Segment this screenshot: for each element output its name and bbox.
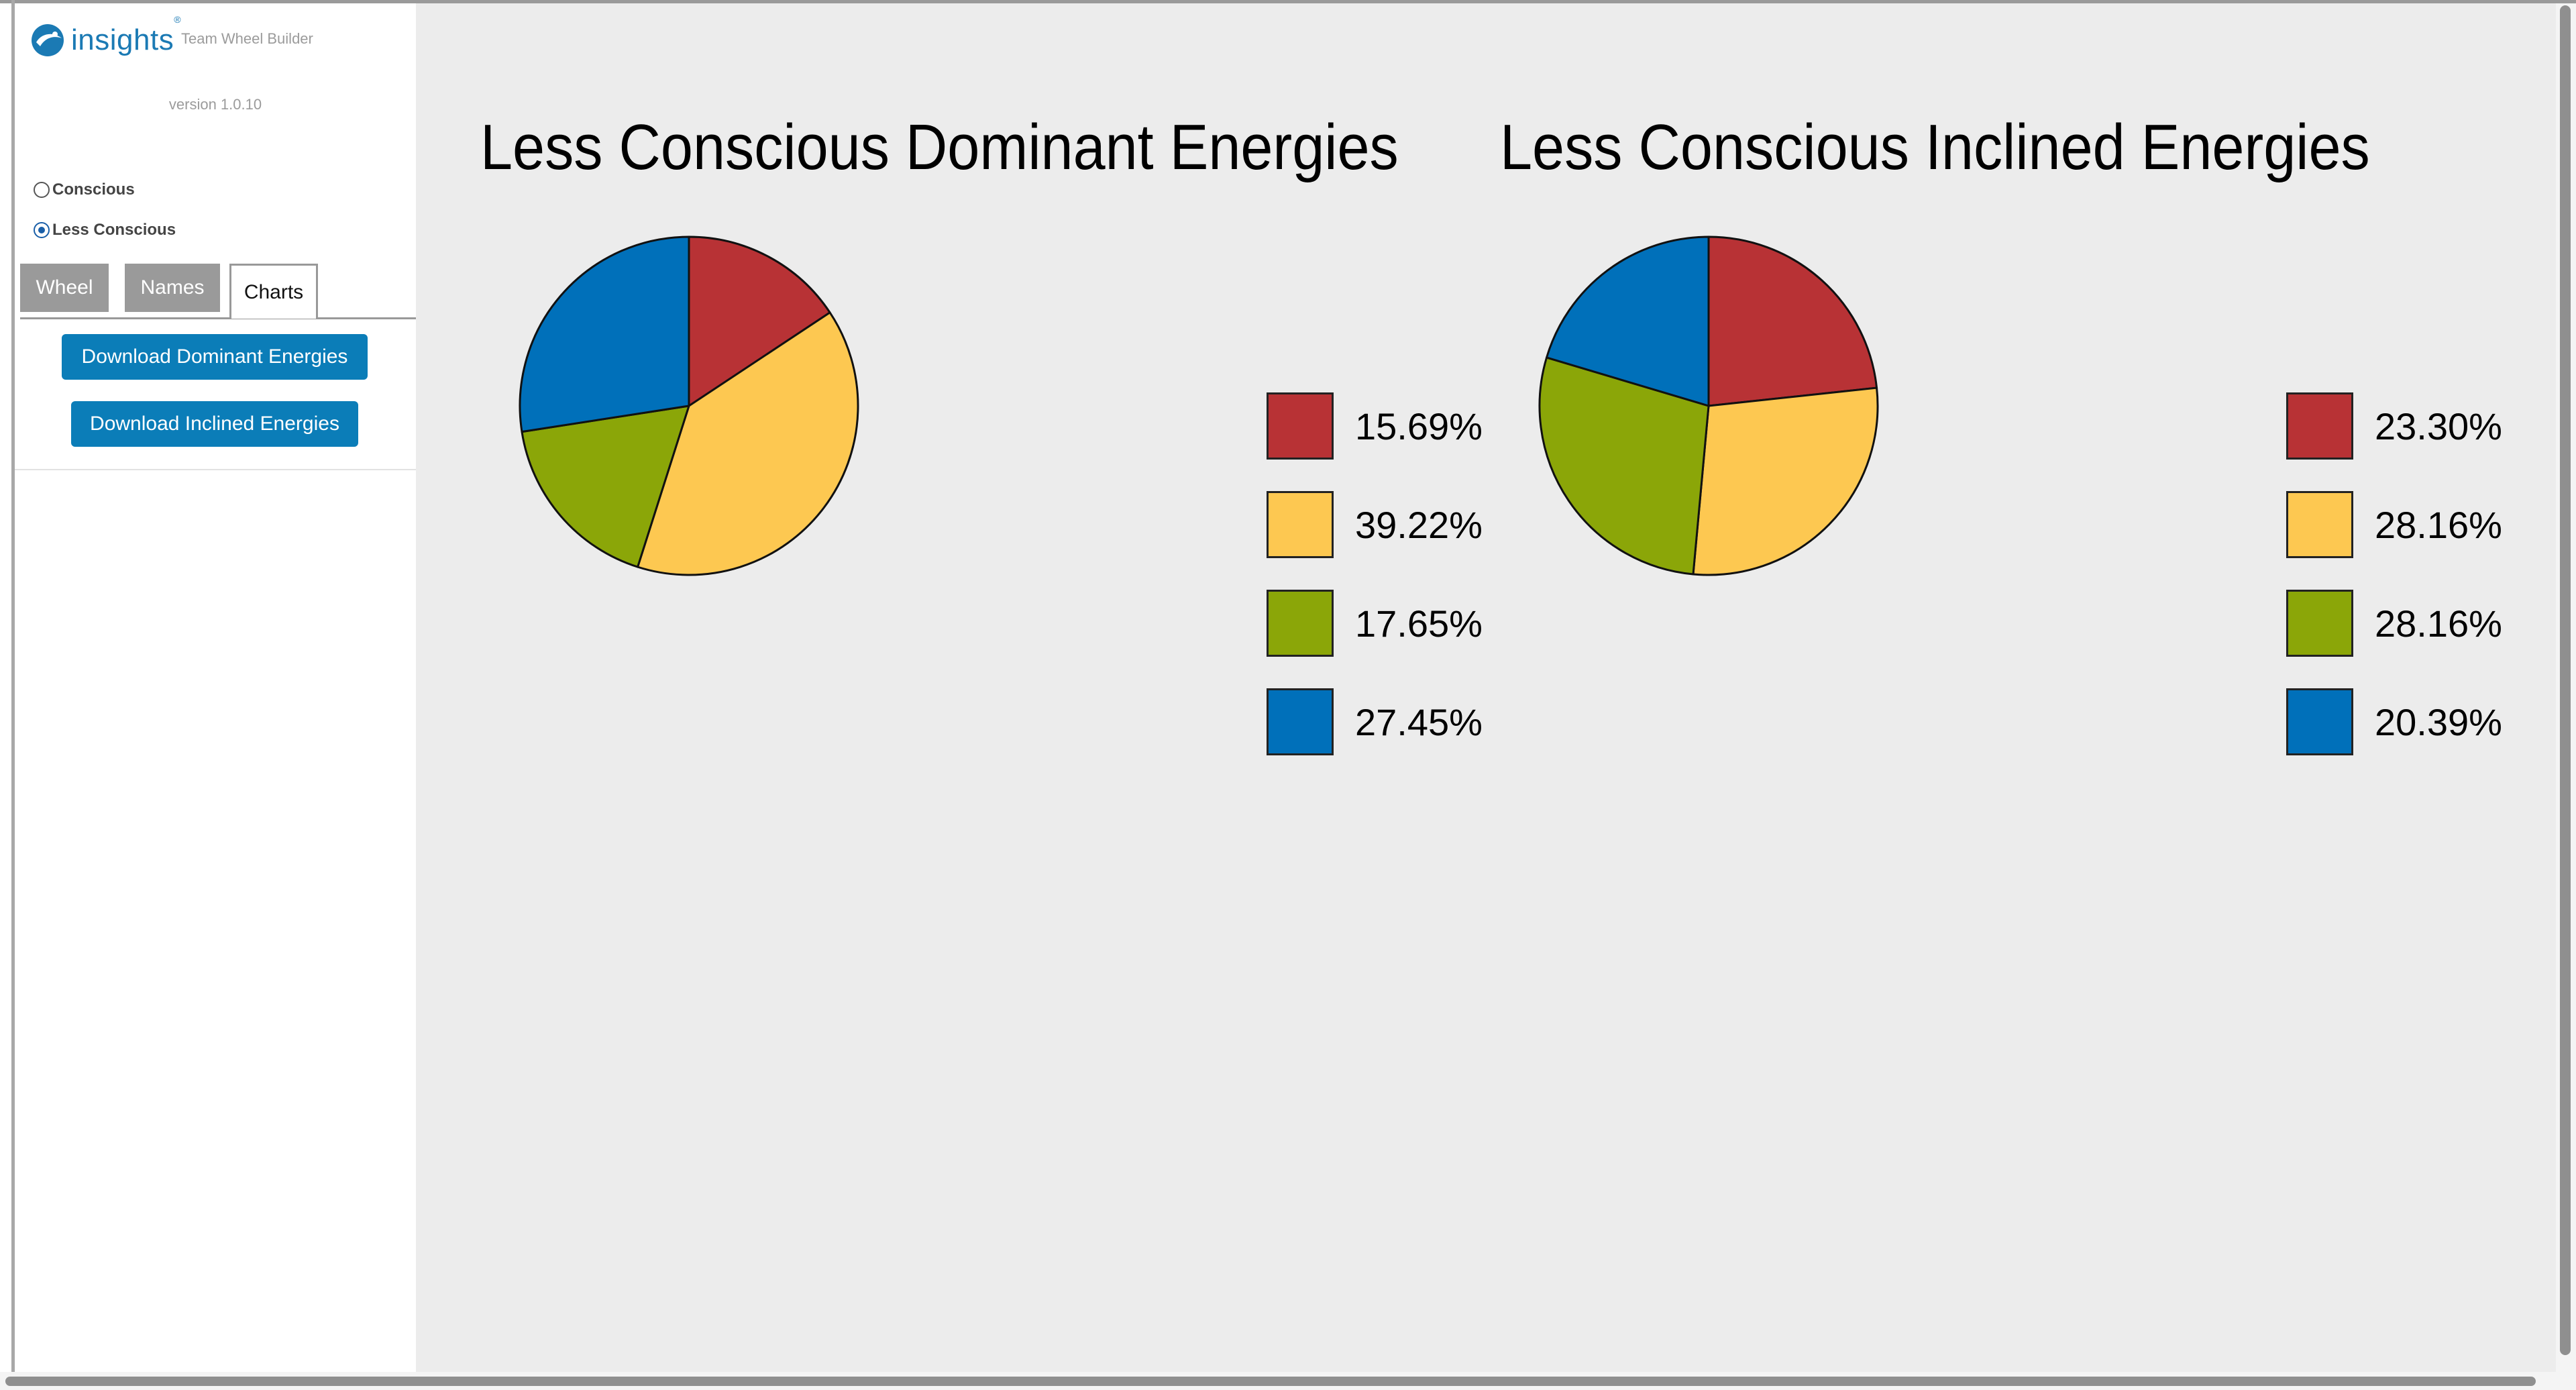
radio-label: Conscious (52, 180, 135, 199)
tab-names[interactable]: Names (125, 264, 220, 312)
pie-slice-red (1707, 235, 1878, 407)
divider (15, 469, 416, 470)
tab-bar: Wheel Names Charts (20, 264, 416, 319)
window-border-left (11, 0, 15, 1382)
download-dominant-button[interactable]: Download Dominant Energies (62, 334, 368, 380)
legend-swatch-yellow (2286, 491, 2353, 558)
vertical-scrollbar-thumb[interactable] (2560, 5, 2571, 1355)
legend-swatch-blue (2286, 688, 2353, 755)
insights-logo-icon (32, 24, 64, 56)
pie-slice-red (688, 235, 831, 407)
legend-label-yellow: 28.16% (2375, 504, 2502, 546)
radio-label: Less Conscious (52, 221, 176, 239)
radio-conscious[interactable]: Conscious (34, 180, 135, 199)
tab-wheel[interactable]: Wheel (20, 264, 109, 312)
brand-logo: insights® (27, 14, 182, 64)
radio-button[interactable] (34, 182, 50, 198)
pie-chart-dominant (519, 235, 859, 576)
version-label: version 1.0.10 (168, 96, 262, 113)
pie-slice-green (521, 405, 690, 568)
legend-swatch-red (2286, 392, 2353, 460)
legend-swatch-yellow (1267, 491, 1334, 558)
legend-label-red: 15.69% (1355, 405, 1483, 447)
legend-swatch-blue (1267, 688, 1334, 755)
legend-swatch-red (1267, 392, 1334, 460)
legend-label-red: 23.30% (2375, 405, 2502, 447)
legend-swatch-green (1267, 590, 1334, 657)
brand-name: insights® (71, 14, 182, 56)
pie-slice-blue (1546, 235, 1710, 407)
horizontal-scrollbar-thumb[interactable] (5, 1377, 2536, 1386)
chart-title-dominant: Less Conscious Dominant Energies (480, 111, 1399, 183)
legend-label-blue: 20.39% (2375, 701, 2502, 743)
charts-panel: Less Conscious Dominant Energies Less Co… (416, 3, 2556, 1372)
sidebar: insights® Team Wheel Builder version 1.0… (15, 3, 416, 1372)
legend-label-green: 17.65% (1355, 602, 1483, 645)
pie-slice-blue (519, 235, 690, 433)
tab-charts[interactable]: Charts (229, 264, 318, 319)
legend-label-yellow: 39.22% (1355, 504, 1483, 546)
radio-less-conscious[interactable]: Less Conscious (34, 221, 176, 239)
pie-slice-yellow (1692, 386, 1879, 576)
legend-label-green: 28.16% (2375, 602, 2502, 645)
pie-slice-green (1538, 356, 1710, 576)
pie-chart-inclined (1538, 235, 1879, 576)
app-subtitle: Team Wheel Builder (181, 30, 313, 47)
chart-title-inclined: Less Conscious Inclined Energies (1500, 111, 2370, 183)
download-inclined-button[interactable]: Download Inclined Energies (71, 401, 358, 447)
legend-swatch-green (2286, 590, 2353, 657)
pie-slice-yellow (637, 311, 859, 576)
legend-label-blue: 27.45% (1355, 701, 1483, 743)
window-border (0, 0, 2576, 3)
radio-button-selected[interactable] (34, 222, 50, 238)
